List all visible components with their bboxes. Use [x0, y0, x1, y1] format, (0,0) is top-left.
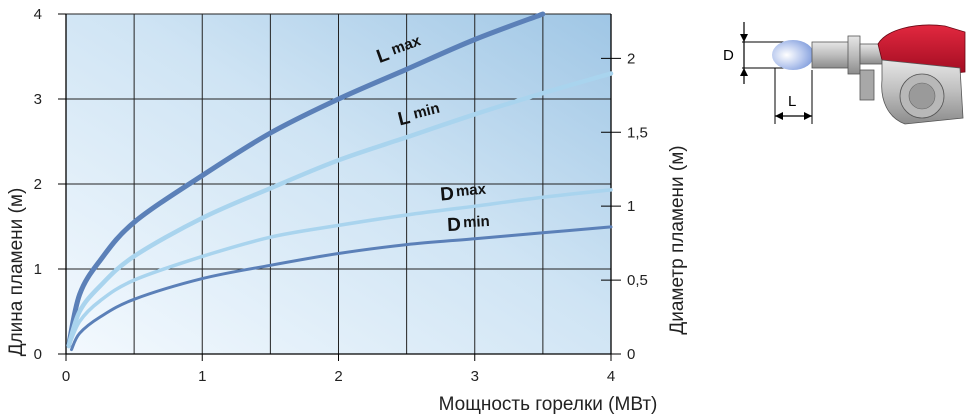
x-tick-label: 1: [198, 368, 206, 385]
y-axis-title: Длина пламени (м): [6, 188, 27, 357]
series-label-sub: max: [455, 181, 487, 201]
flame: [772, 40, 814, 70]
y2-tick-label: 0: [627, 346, 635, 363]
l-arrow-right: [804, 112, 812, 120]
y2-tick-label: 0,5: [627, 272, 648, 289]
y-tick-label: 2: [34, 176, 42, 193]
x-tick-label: 0: [62, 368, 70, 385]
series-label-main: L: [396, 107, 413, 130]
d-arrow-bottom: [740, 68, 748, 76]
y2-tick-label: 2: [627, 50, 635, 67]
series-lines: [66, 11, 614, 352]
series-label-sub: min: [463, 213, 491, 231]
y-tick-label: 0: [34, 346, 42, 363]
y2-axis-title: Диаметр пламени (м): [667, 145, 688, 334]
blast-tube: [811, 41, 851, 69]
x-axis-title: Мощность горелки (МВт): [439, 394, 658, 415]
x-tick-label: 2: [334, 368, 342, 385]
series-label-main: D: [439, 183, 455, 205]
d-label: D: [723, 47, 734, 64]
burner-foot: [859, 69, 875, 101]
burner-flange: [847, 35, 861, 75]
y-tick-label: 1: [34, 261, 42, 278]
series-label-main: D: [447, 214, 462, 236]
series-label-sub: min: [411, 100, 441, 123]
d-arrow-top: [740, 34, 748, 42]
series-line: [66, 11, 546, 348]
series-line: [66, 188, 613, 349]
burner-diagram: D L: [723, 22, 966, 125]
y2-tick-label: 1: [627, 198, 635, 215]
x-tick-label: 4: [607, 368, 615, 385]
l-arrow-left: [775, 112, 783, 120]
series-line: [70, 225, 613, 352]
fan-hub: [908, 82, 936, 110]
y-tick-label: 4: [34, 6, 42, 23]
y-tick-label: 3: [34, 91, 42, 108]
x-tick-label: 3: [471, 368, 479, 385]
l-label: L: [788, 93, 796, 110]
y2-tick-label: 1,5: [627, 124, 648, 141]
series-line: [66, 71, 614, 348]
